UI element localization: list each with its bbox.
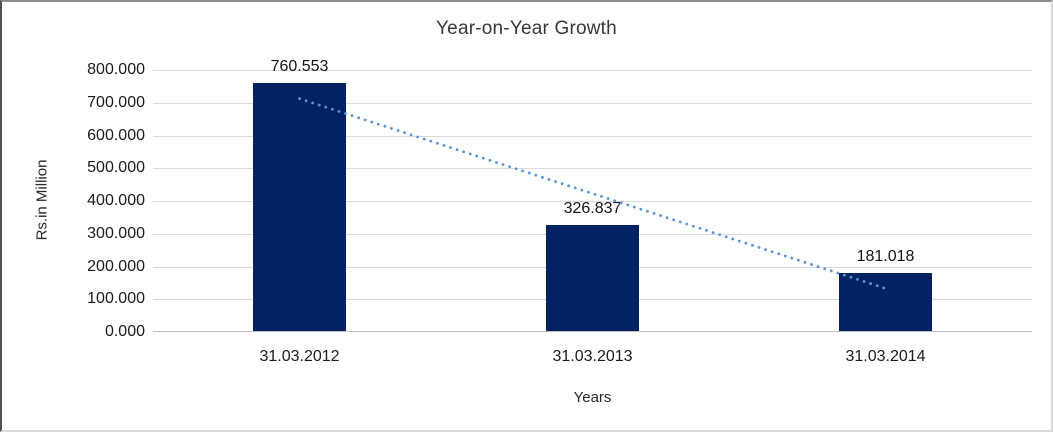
- trendline: [298, 97, 887, 290]
- gridline: [153, 168, 1032, 170]
- y-axis-tick-label: 400.000: [87, 192, 145, 209]
- x-axis-tick-labels: 31.03.2012 31.03.2013 31.03.2014: [2, 348, 1051, 368]
- y-axis-tick-label: 300.000: [87, 224, 145, 242]
- y-axis-tick-label: 0.000: [104, 323, 145, 340]
- y-axis-tick-label: 500.000: [87, 159, 145, 177]
- bar-value-label: 760.553: [270, 57, 329, 75]
- y-axis-tick-labels: 800.000 700.000 600.000 500.000 400.000 300.0…: [2, 61, 145, 340]
- gridline: [153, 201, 1032, 202]
- bar-value-label: 326.837: [563, 199, 622, 217]
- x-axis-tick-label: 31.03.2012: [259, 348, 340, 365]
- y-axis-tick-label: 100.000: [87, 290, 145, 308]
- x-axis-title: Years: [573, 389, 612, 406]
- x-axis-tick-label: 31.03.2013: [552, 348, 633, 365]
- chart-title: Year-on-Year Growth: [436, 18, 617, 39]
- y-axis-tick-label: 200.000: [87, 257, 145, 275]
- x-axis-tick-label: 31.03.2014: [845, 348, 926, 365]
- y-axis-tick-label: 600.000: [87, 126, 145, 144]
- x-axis-line: [153, 331, 1032, 332]
- gridline: [153, 135, 1032, 137]
- plot-area: 760.553 326.837 181.018: [153, 58, 1032, 332]
- bar-31.03.2013: [546, 224, 639, 332]
- y-axis-tick-label: 800.000: [87, 61, 145, 78]
- gridline: [153, 70, 1032, 71]
- trendline-segment: [298, 97, 887, 290]
- gridline: [153, 102, 1032, 104]
- bar-value-label: 181.018: [856, 247, 915, 265]
- bar-31.03.2012: [253, 82, 346, 332]
- bar-31.03.2014: [839, 272, 932, 332]
- y-axis-tick-label: 700.000: [87, 93, 145, 111]
